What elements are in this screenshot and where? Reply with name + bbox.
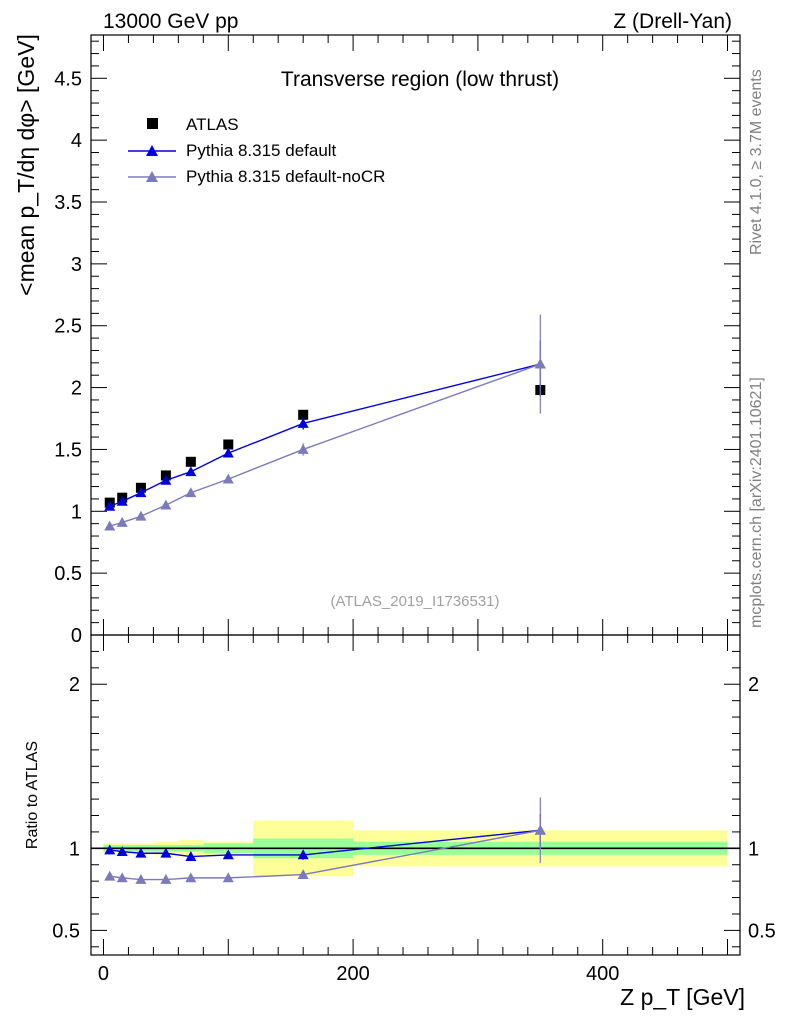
series-layer	[104, 314, 546, 884]
point-0-4	[185, 456, 196, 467]
ratio-point-2-5	[222, 872, 234, 883]
legend-label-atlas: ATLAS	[186, 115, 239, 134]
x-tick-label-1: 200	[336, 963, 369, 985]
ratio-point-1-2	[135, 847, 147, 858]
point-1-6	[297, 417, 309, 428]
y-tick-label-0: 0	[71, 625, 82, 647]
ratio-point-2-1	[116, 872, 128, 883]
point-1-0	[104, 500, 116, 511]
point-2-3	[160, 499, 172, 510]
ratio-point-1-5	[222, 849, 234, 860]
point-2-0	[104, 520, 116, 531]
ratio-y-tick-label-r-2: 2	[748, 674, 759, 696]
x-tick-label-2: 400	[586, 963, 619, 985]
ratio-point-2-0	[104, 870, 116, 881]
legend-marker-atlas	[147, 118, 158, 129]
ratio-y-tick-label-l-0: 0.5	[52, 920, 80, 942]
point-2-6	[297, 443, 309, 454]
legend: ATLAS Pythia 8.315 default Pythia 8.315 …	[128, 115, 385, 186]
y-tick-label-9: 4.5	[54, 68, 82, 90]
point-2-1	[116, 516, 128, 527]
ratio-plot-frame	[90, 634, 741, 956]
y-tick-label-8: 4	[71, 130, 82, 152]
series-line-2	[109, 363, 541, 527]
ratio-point-1-4	[185, 851, 197, 861]
ratio-y-axis-label: Ratio to ATLAS	[24, 741, 41, 849]
y-tick-label-7: 3.5	[54, 192, 82, 214]
ratio-point-1-1	[116, 846, 128, 857]
y-tick-label-2: 1	[71, 501, 82, 523]
chart-title: Transverse region (low thrust)	[281, 68, 559, 91]
legend-label-default: Pythia 8.315 default	[186, 141, 337, 160]
y-tick-label-4: 2	[71, 378, 82, 400]
header-left: 13000 GeV pp	[103, 10, 238, 33]
point-0-6	[298, 409, 309, 420]
side-text-bottom: mcplots.cern.ch [arXiv:2401.10621]	[748, 377, 765, 628]
x-axis-label: Z p_T [GeV]	[620, 984, 745, 1010]
analysis-id: (ATLAS_2019_I1736531)	[330, 593, 499, 610]
point-0-5	[223, 439, 234, 450]
header-right: Z (Drell-Yan)	[613, 10, 732, 33]
ratio-point-1-6	[297, 849, 309, 860]
axes: 0 200 400 0 0.5 1 1.5 2 2.5 3 3.5 4 4.5 0.5 0.5 1 1 2 2	[52, 35, 776, 985]
point-1-5	[222, 447, 234, 458]
ratio-bands	[91, 820, 740, 877]
point-2-7	[534, 358, 546, 369]
legend-marker-nocr	[146, 171, 158, 182]
point-2-5	[222, 473, 234, 484]
ratio-y-tick-label-l-2: 2	[69, 674, 80, 696]
ratio-y-tick-label-r-1: 1	[748, 838, 759, 860]
ratio-point-2-7	[534, 824, 546, 835]
point-2-2	[135, 510, 147, 521]
x-tick-label-0: 0	[98, 963, 109, 985]
point-2-4	[185, 487, 197, 498]
ratio-y-tick-label-l-1: 1	[69, 838, 80, 860]
series-line-1	[109, 363, 541, 507]
y-tick-label-6: 3	[71, 254, 82, 276]
ratio-point-2-6	[297, 869, 309, 879]
y-tick-label-5: 2.5	[54, 316, 82, 338]
ratio-point-2-3	[160, 874, 172, 884]
side-text-top: Rivet 4.1.0, ≥ 3.7M events	[748, 69, 765, 255]
legend-marker-default	[146, 145, 158, 156]
ratio-point-1-0	[104, 844, 116, 855]
ratio-y-tick-label-r-0: 0.5	[748, 920, 776, 942]
ratio-point-2-2	[135, 874, 147, 884]
legend-label-nocr: Pythia 8.315 default-noCR	[186, 167, 385, 186]
y-tick-label-1: 0.5	[54, 563, 82, 585]
point-1-1	[116, 495, 128, 506]
ratio-point-1-3	[160, 847, 172, 858]
ratio-point-2-4	[185, 872, 197, 883]
point-1-3	[160, 474, 172, 485]
y-axis-label: <mean p_T/dη dφ> [GeV]	[13, 34, 39, 296]
y-tick-label-3: 1.5	[54, 439, 82, 461]
point-1-4	[185, 466, 197, 477]
point-1-2	[135, 487, 147, 498]
